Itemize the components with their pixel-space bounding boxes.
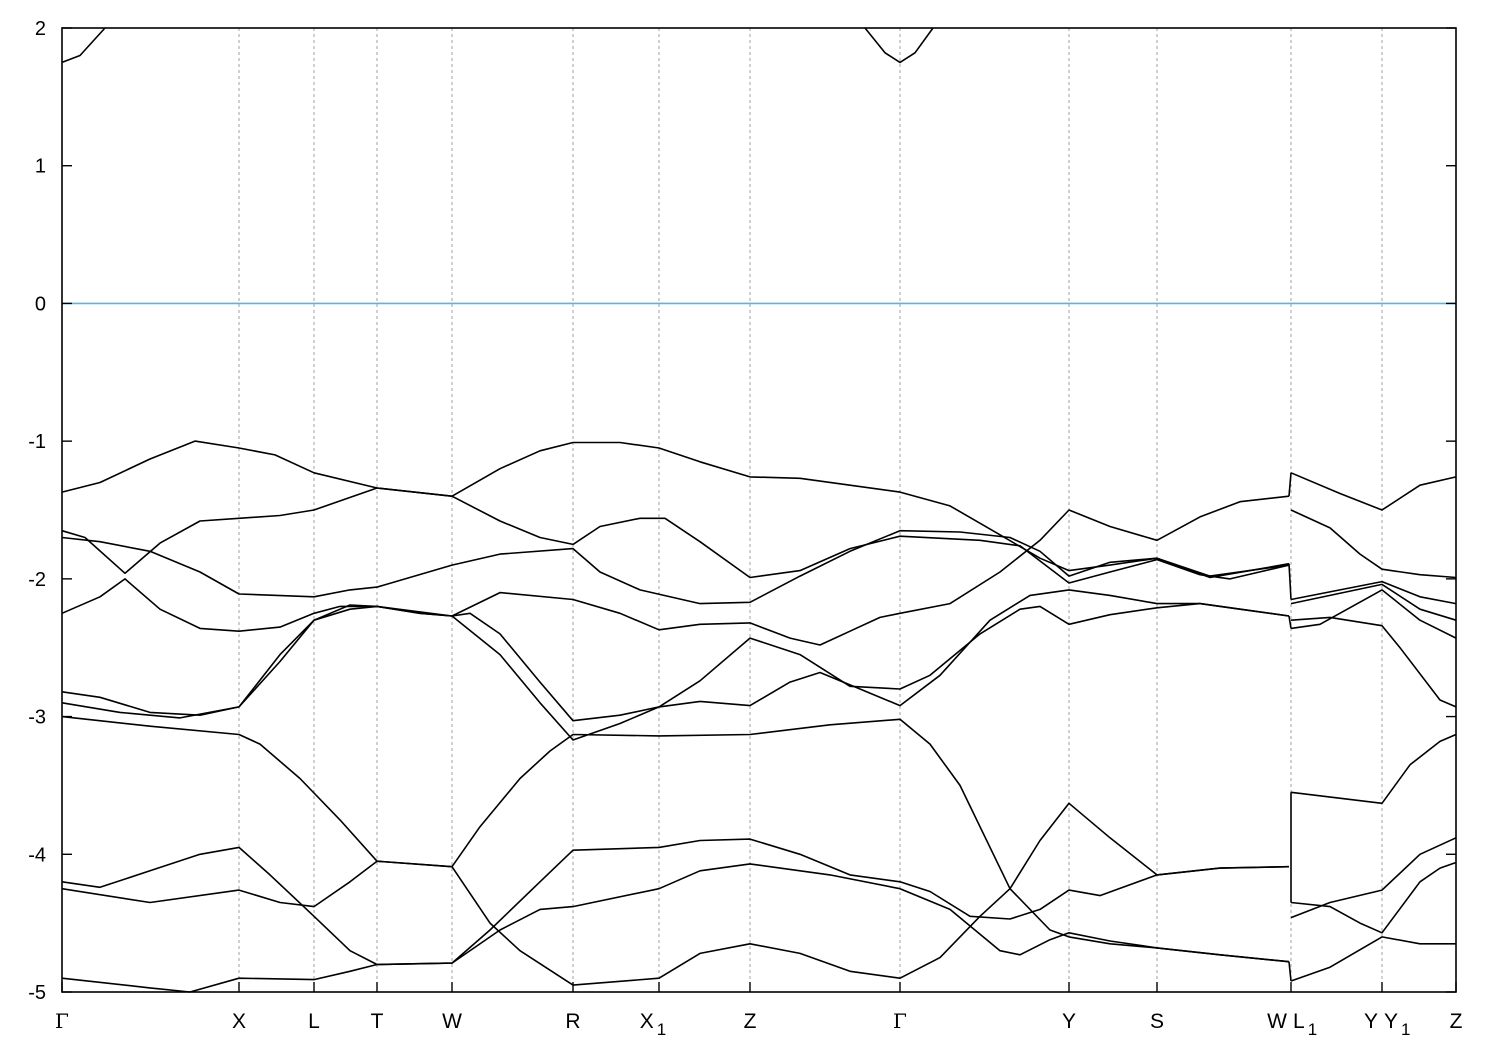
y-tick-label: 2 [35, 18, 46, 40]
y-tick-label: -2 [28, 569, 46, 591]
band-line [61, 27, 106, 64]
k-point-label: Γ [893, 1009, 907, 1033]
band-line [61, 863, 1290, 993]
band-line [61, 495, 1290, 646]
k-point-subscript: 1 [657, 1020, 666, 1039]
k-point-subscript: 1 [1308, 1020, 1317, 1039]
band-line [61, 602, 1290, 722]
k-point-label: Z [744, 1010, 757, 1033]
band-line [1290, 616, 1457, 708]
band-line [1290, 936, 1456, 982]
plot-frame [61, 27, 1457, 993]
band-line [61, 487, 1290, 584]
k-point-label: Y [1364, 1010, 1378, 1033]
band-line [1290, 472, 1457, 511]
y-tick-label: 0 [35, 293, 46, 315]
band-line [1290, 509, 1457, 579]
band-line [61, 529, 1290, 605]
band-line [1288, 961, 1292, 982]
band-line [1290, 733, 1457, 805]
k-point-label: Z [1450, 1010, 1463, 1033]
y-tick-label: -5 [28, 982, 46, 1004]
band-line [1290, 837, 1457, 919]
y-tick-label: -3 [28, 707, 46, 729]
band-line [1290, 861, 1457, 934]
band-line [61, 589, 1290, 741]
k-point-label: S [1150, 1010, 1164, 1033]
k-point-label: Y [1062, 1010, 1076, 1033]
k-point-label: Γ [55, 1009, 69, 1033]
band-line [1290, 589, 1457, 639]
y-tick-label: 1 [35, 156, 46, 178]
band-line [61, 715, 1290, 963]
band-line [1290, 583, 1457, 621]
k-point-label: W [442, 1010, 462, 1033]
band-line [1290, 580, 1457, 605]
k-point-label: R [565, 1010, 580, 1033]
band-line [864, 27, 934, 64]
y-axis-ticks: -5 -4 -3 -2 -1 0 1 2 [28, 18, 1456, 1004]
k-point-subscript: 1 [1401, 1020, 1410, 1039]
band-line [1288, 615, 1292, 629]
k-point-label: L [308, 1010, 320, 1033]
band-line [1288, 563, 1292, 600]
bands [61, 27, 1457, 993]
band-line [61, 838, 1290, 966]
y-tick-label: -1 [28, 431, 46, 453]
band-line [61, 802, 1290, 986]
k-point-label: W [1267, 1010, 1287, 1033]
band-line [61, 440, 1290, 579]
k-point-label: X [232, 1010, 246, 1033]
axes-frame [61, 27, 1457, 993]
k-point-label: T [371, 1010, 384, 1033]
band-line [1288, 472, 1292, 497]
y-tick-label: -4 [28, 844, 46, 866]
grid-lines [238, 28, 1383, 992]
